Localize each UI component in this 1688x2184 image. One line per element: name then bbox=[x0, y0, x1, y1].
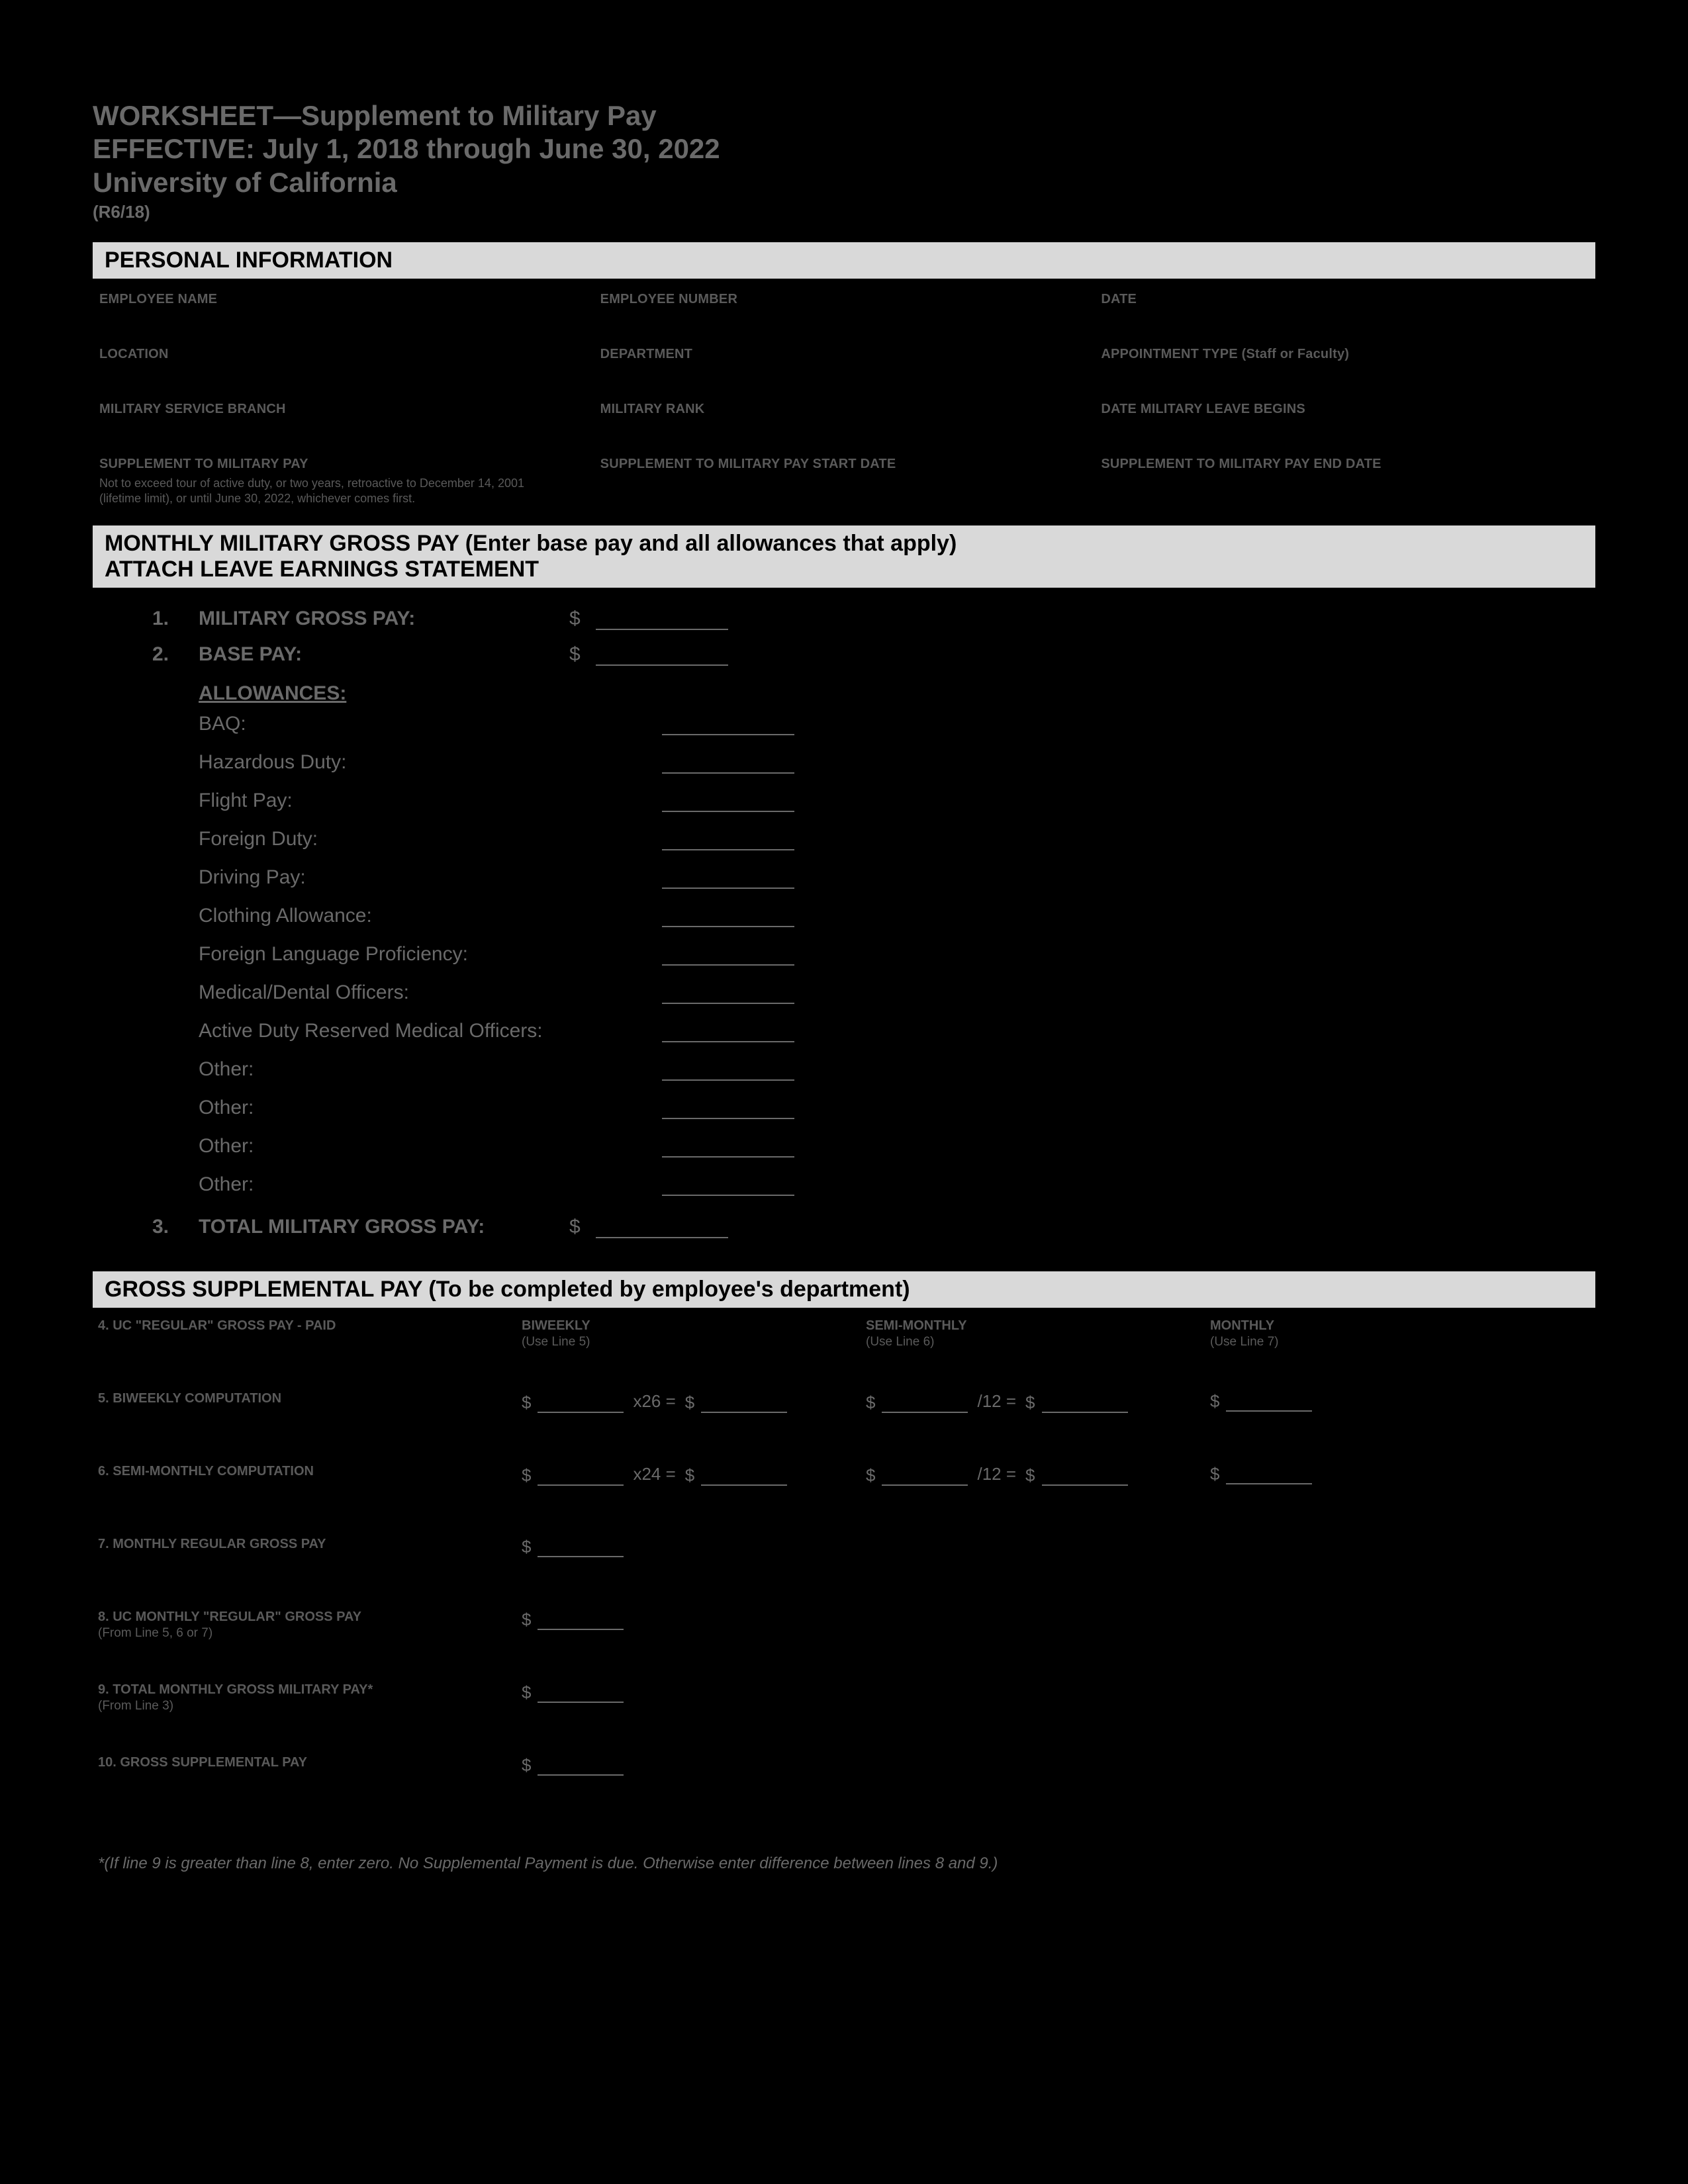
blank-input[interactable] bbox=[1042, 1398, 1128, 1413]
row-8-uc-monthly: 8. UC MONTHLY "REGULAR" GROSS PAY (From … bbox=[93, 1610, 1595, 1682]
section-monthly-gross-bar: MONTHLY MILITARY GROSS PAY (Enter base p… bbox=[93, 525, 1595, 588]
allowance-row: Other: bbox=[199, 1058, 1595, 1081]
allowance-row: Clothing Allowance: bbox=[199, 905, 1595, 927]
col-semimonthly: SEMI-MONTHLY (Use Line 6) bbox=[866, 1318, 1210, 1349]
blank-input[interactable] bbox=[538, 1761, 624, 1776]
blank-input[interactable] bbox=[662, 1102, 794, 1119]
blank-input[interactable] bbox=[662, 948, 794, 966]
row-military-gross-pay: 1. MILITARY GROSS PAY: $ bbox=[152, 608, 1595, 630]
calc-10: $ bbox=[522, 1755, 866, 1776]
col-monthly: MONTHLY (Use Line 7) bbox=[1210, 1318, 1488, 1349]
blank-input[interactable] bbox=[701, 1398, 787, 1413]
section-personal-info-bar: PERSONAL INFORMATION bbox=[93, 242, 1595, 279]
row-total-military-gross: 3. TOTAL MILITARY GROSS PAY: $ bbox=[152, 1216, 1595, 1238]
row-7-monthly: 7. MONTHLY REGULAR GROSS PAY $ bbox=[93, 1537, 1595, 1610]
label-7: 7. MONTHLY REGULAR GROSS PAY bbox=[98, 1537, 522, 1552]
blank-input[interactable] bbox=[662, 1064, 794, 1081]
supplemental-block: 4. UC "REGULAR" GROSS PAY - PAID BIWEEKL… bbox=[93, 1308, 1595, 1835]
label-10: 10. GROSS SUPPLEMENTAL PAY bbox=[98, 1755, 522, 1770]
label-9: 9. TOTAL MONTHLY GROSS MILITARY PAY* (Fr… bbox=[98, 1682, 522, 1713]
blank-input[interactable] bbox=[882, 1471, 968, 1486]
document-header: WORKSHEET—Supplement to Military Pay EFF… bbox=[93, 99, 1595, 222]
title-line-1: WORKSHEET—Supplement to Military Pay bbox=[93, 99, 1595, 132]
blank-input[interactable] bbox=[882, 1398, 968, 1413]
blank-input[interactable] bbox=[1226, 1397, 1312, 1412]
row-10-gross-supplemental: 10. GROSS SUPPLEMENTAL PAY $ bbox=[93, 1755, 1595, 1828]
field-appointment-type: APPOINTMENT TYPE (Staff or Faculty) bbox=[1101, 347, 1589, 362]
field-supplement-end: SUPPLEMENT TO MILITARY PAY END DATE bbox=[1101, 457, 1589, 506]
blank-input[interactable] bbox=[538, 1615, 624, 1630]
footnote: *(If line 9 is greater than line 8, ente… bbox=[93, 1854, 1595, 1873]
blank-input[interactable] bbox=[662, 756, 794, 774]
field-employee-name: EMPLOYEE NAME bbox=[99, 292, 587, 307]
blank-input[interactable] bbox=[538, 1398, 624, 1413]
row-6-semimonthly: 6. SEMI-MONTHLY COMPUTATION $ x24 = $ $ … bbox=[93, 1464, 1595, 1537]
blank-input[interactable] bbox=[662, 987, 794, 1004]
field-location: LOCATION bbox=[99, 347, 587, 362]
blank-input[interactable] bbox=[538, 1471, 624, 1486]
monthly-gross-block: 1. MILITARY GROSS PAY: $ 2. BASE PAY: $ … bbox=[93, 588, 1595, 1258]
field-department: DEPARTMENT bbox=[600, 347, 1088, 362]
calc-5b: $ /12 = $ bbox=[866, 1391, 1210, 1413]
allowance-row: BAQ: bbox=[199, 713, 1595, 735]
field-employee-number: EMPLOYEE NUMBER bbox=[600, 292, 1088, 307]
calc-6c: $ bbox=[1210, 1464, 1488, 1484]
allowance-row: Other: bbox=[199, 1097, 1595, 1119]
label-8: 8. UC MONTHLY "REGULAR" GROSS PAY (From … bbox=[98, 1610, 522, 1641]
title-line-2: EFFECTIVE: July 1, 2018 through June 30,… bbox=[93, 132, 1595, 165]
blank-input[interactable] bbox=[662, 1179, 794, 1196]
calc-5c: $ bbox=[1210, 1391, 1488, 1412]
blank-input[interactable] bbox=[662, 833, 794, 850]
field-military-rank: MILITARY RANK bbox=[600, 402, 1088, 417]
allowances-heading: ALLOWANCES: bbox=[199, 682, 1595, 705]
calc-9: $ bbox=[522, 1682, 866, 1703]
blank-input[interactable] bbox=[662, 795, 794, 812]
label-5: 5. BIWEEKLY COMPUTATION bbox=[98, 1391, 522, 1406]
field-date: DATE bbox=[1101, 292, 1589, 307]
personal-info-grid: EMPLOYEE NAME EMPLOYEE NUMBER DATE LOCAT… bbox=[93, 279, 1595, 512]
calc-6a: $ x24 = $ bbox=[522, 1464, 866, 1486]
blank-input[interactable] bbox=[596, 613, 728, 630]
allowance-row: Medical/Dental Officers: bbox=[199, 981, 1595, 1004]
allowance-row: Active Duty Reserved Medical Officers: bbox=[199, 1020, 1595, 1042]
blank-input[interactable] bbox=[1042, 1471, 1128, 1486]
label-4: 4. UC "REGULAR" GROSS PAY - PAID bbox=[98, 1318, 522, 1334]
row-base-pay: 2. BASE PAY: $ bbox=[152, 643, 1595, 666]
allowance-row: Other: bbox=[199, 1135, 1595, 1158]
blank-input[interactable] bbox=[596, 649, 728, 666]
field-service-branch: MILITARY SERVICE BRANCH bbox=[99, 402, 587, 417]
blank-input[interactable] bbox=[596, 1221, 728, 1238]
blank-input[interactable] bbox=[662, 1025, 794, 1042]
field-supplement-start: SUPPLEMENT TO MILITARY PAY START DATE bbox=[600, 457, 1088, 506]
field-supplement-pay: SUPPLEMENT TO MILITARY PAY Not to exceed… bbox=[99, 457, 587, 506]
blank-input[interactable] bbox=[701, 1471, 787, 1486]
calc-6b: $ /12 = $ bbox=[866, 1464, 1210, 1486]
calc-7: $ bbox=[522, 1537, 866, 1557]
label-6: 6. SEMI-MONTHLY COMPUTATION bbox=[98, 1464, 522, 1479]
blank-input[interactable] bbox=[1226, 1470, 1312, 1484]
row-9-total-military: 9. TOTAL MONTHLY GROSS MILITARY PAY* (Fr… bbox=[93, 1682, 1595, 1755]
allowance-row: Other: bbox=[199, 1173, 1595, 1196]
title-line-3: University of California bbox=[93, 166, 1595, 199]
allowance-row: Flight Pay: bbox=[199, 790, 1595, 812]
allowance-row: Hazardous Duty: bbox=[199, 751, 1595, 774]
allowance-row: Foreign Language Proficiency: bbox=[199, 943, 1595, 966]
blank-input[interactable] bbox=[662, 1140, 794, 1158]
blank-input[interactable] bbox=[538, 1543, 624, 1557]
blank-input[interactable] bbox=[538, 1688, 624, 1703]
allowance-row: Foreign Duty: bbox=[199, 828, 1595, 850]
field-leave-begins: DATE MILITARY LEAVE BEGINS bbox=[1101, 402, 1589, 417]
calc-5a: $ x26 = $ bbox=[522, 1391, 866, 1413]
revision-label: (R6/18) bbox=[93, 202, 1595, 222]
calc-8: $ bbox=[522, 1610, 866, 1630]
row-5-biweekly: 5. BIWEEKLY COMPUTATION $ x26 = $ $ /12 … bbox=[93, 1391, 1595, 1464]
blank-input[interactable] bbox=[662, 872, 794, 889]
section-supplemental-bar: GROSS SUPPLEMENTAL PAY (To be completed … bbox=[93, 1271, 1595, 1308]
row-4-headers: 4. UC "REGULAR" GROSS PAY - PAID BIWEEKL… bbox=[93, 1318, 1595, 1391]
blank-input[interactable] bbox=[662, 910, 794, 927]
col-biweekly: BIWEEKLY (Use Line 5) bbox=[522, 1318, 866, 1349]
allowance-row: Driving Pay: bbox=[199, 866, 1595, 889]
blank-input[interactable] bbox=[662, 718, 794, 735]
